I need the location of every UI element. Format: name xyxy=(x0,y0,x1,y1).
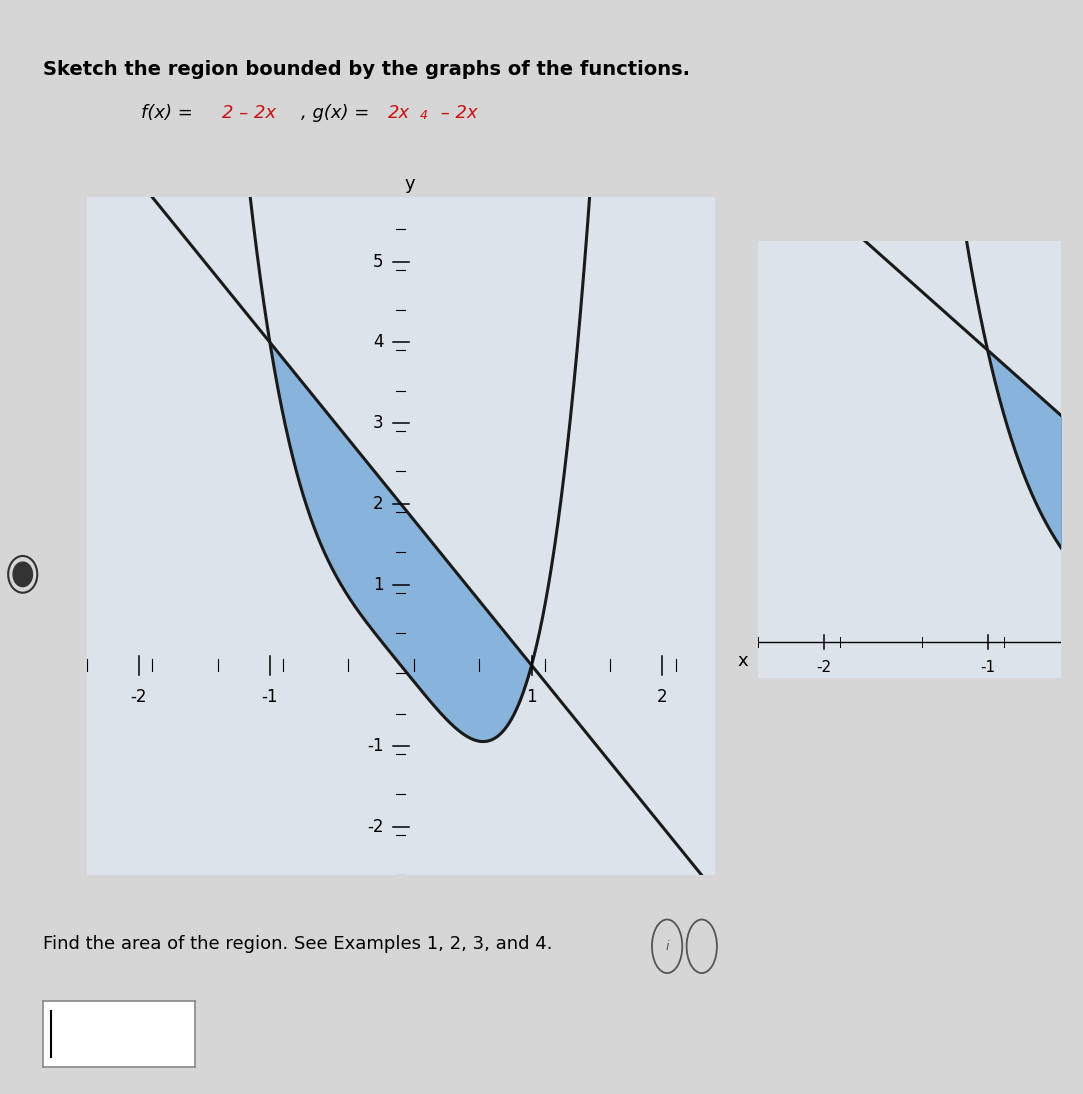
Text: 2: 2 xyxy=(373,494,383,513)
Text: 1: 1 xyxy=(373,575,383,594)
Text: Sketch the region bounded by the graphs of the functions.: Sketch the region bounded by the graphs … xyxy=(43,60,690,79)
Text: , g(x) =: , g(x) = xyxy=(301,104,375,121)
Text: 5: 5 xyxy=(374,253,383,270)
Text: y: y xyxy=(405,175,415,193)
Text: -1: -1 xyxy=(980,660,995,675)
Text: – 2x: – 2x xyxy=(435,104,478,121)
Text: f(x) =: f(x) = xyxy=(141,104,198,121)
Text: 4: 4 xyxy=(420,109,428,123)
Text: 2: 2 xyxy=(657,688,668,706)
Text: -1: -1 xyxy=(262,688,278,706)
Text: Find the area of the region. See Examples 1, 2, 3, and 4.: Find the area of the region. See Example… xyxy=(43,935,552,953)
Text: 4: 4 xyxy=(374,334,383,351)
Text: 2 – 2x: 2 – 2x xyxy=(222,104,276,121)
Circle shape xyxy=(13,562,32,586)
Text: i: i xyxy=(665,940,669,953)
Text: 2x: 2x xyxy=(388,104,409,121)
Text: 3: 3 xyxy=(373,414,383,432)
Text: 1: 1 xyxy=(526,688,537,706)
Text: -1: -1 xyxy=(367,737,383,755)
Text: -2: -2 xyxy=(131,688,147,706)
Text: -2: -2 xyxy=(367,817,383,836)
Text: -2: -2 xyxy=(817,660,832,675)
Text: x: x xyxy=(738,652,747,671)
